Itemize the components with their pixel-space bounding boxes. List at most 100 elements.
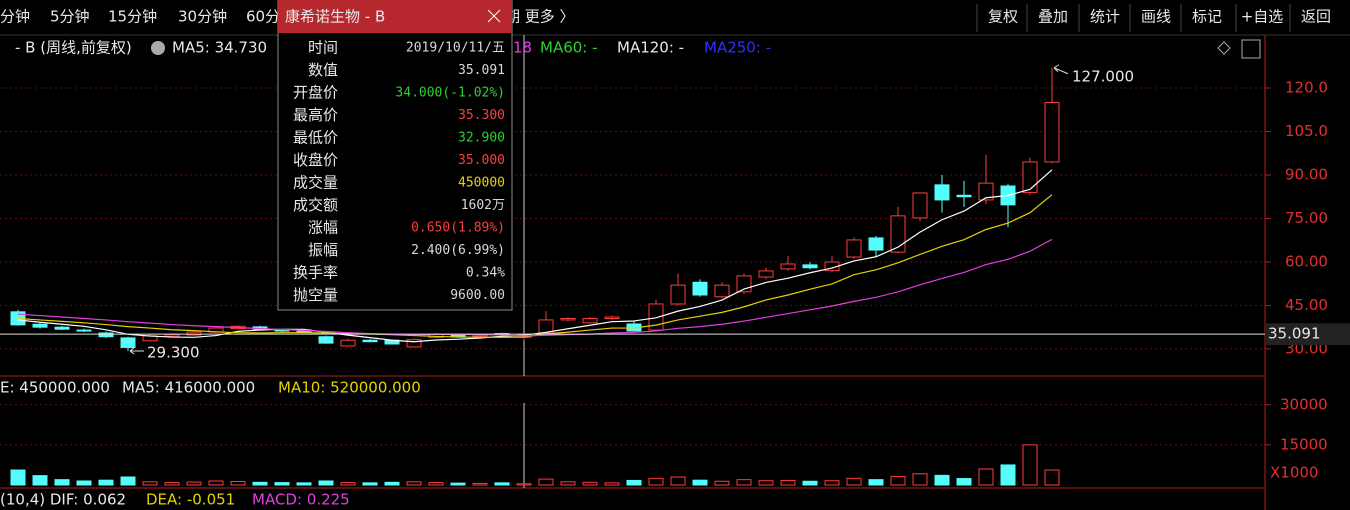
- period-tab[interactable]: 30分钟: [178, 8, 227, 26]
- tooltip-value: 35.300: [458, 108, 505, 123]
- candle-body: [54, 326, 70, 330]
- tooltip-label: 最高价: [293, 106, 338, 124]
- volume-bar: [296, 482, 312, 486]
- volume-bar: [560, 481, 576, 486]
- tooltip-header: [278, 0, 512, 33]
- settings-icon[interactable]: [151, 41, 165, 55]
- volume-bar: [912, 473, 928, 486]
- candle-body: [406, 339, 422, 348]
- volume-bar: [318, 480, 334, 486]
- volume-bar: [274, 482, 290, 486]
- tooltip-value: 0.650(1.89%): [411, 221, 505, 236]
- candle-body: [1044, 102, 1060, 163]
- max-arrow: [1053, 64, 1069, 75]
- volume-legend: E: 450000.000: [0, 379, 110, 397]
- legend-ma5: MA5: 34.730: [172, 39, 267, 57]
- tooltip-label: 数值: [308, 61, 338, 79]
- candle-body: [582, 317, 598, 324]
- tooltip-label: 成交量: [293, 174, 338, 192]
- y-tick-label: 30000: [1280, 395, 1328, 413]
- volume-bar: [54, 479, 70, 486]
- ma-line: [17, 238, 1053, 337]
- tooltip-value: 1602万: [461, 198, 505, 213]
- volume-bar: [450, 482, 466, 486]
- tooltip-title: 康希诺生物 - B: [285, 8, 385, 26]
- volume-bar: [582, 481, 598, 486]
- volume-bar: [780, 479, 796, 486]
- volume-bar: [10, 469, 26, 486]
- tooltip-box: [277, 0, 513, 311]
- close-button[interactable]: [487, 9, 501, 23]
- candle-body: [76, 329, 92, 332]
- period-tab[interactable]: 5分钟: [50, 8, 90, 26]
- volume-bar: [626, 479, 642, 486]
- diamond-icon[interactable]: [1217, 41, 1231, 55]
- volume-bar: [758, 480, 774, 486]
- candle-body: [186, 331, 202, 336]
- tooltip-value: 0.34%: [466, 266, 505, 281]
- action-button[interactable]: +自选: [1241, 8, 1284, 26]
- price-tag: [1265, 323, 1350, 346]
- y-tick-label: 120.0: [1285, 79, 1328, 97]
- min-arrow: [129, 347, 144, 355]
- volume-bar: [32, 475, 48, 486]
- volume-bar: [406, 481, 422, 486]
- action-button[interactable]: 返回: [1301, 8, 1331, 26]
- action-button[interactable]: 复权: [988, 8, 1018, 26]
- tooltip-label: 成交额: [293, 196, 338, 214]
- volume-bar: [230, 481, 246, 486]
- volume-bar: [956, 478, 972, 486]
- candle-body: [714, 284, 730, 298]
- volume-bar: [670, 476, 686, 486]
- panel-icon[interactable]: [1241, 39, 1261, 59]
- y-tick-label: 15000: [1280, 435, 1328, 453]
- volume-bar: [1022, 444, 1038, 486]
- max-label: 127.000: [1072, 67, 1134, 85]
- tooltip-label: 抛空量: [293, 286, 338, 304]
- tooltip-label: 振幅: [308, 241, 338, 259]
- tooltip-value: 35.091: [458, 63, 505, 78]
- period-tab[interactable]: 60分: [246, 8, 280, 26]
- action-button[interactable]: 叠加: [1038, 8, 1068, 26]
- volume-ma5: MA5: 416000.000: [122, 379, 255, 397]
- volume-bar: [736, 479, 752, 486]
- volume-bar: [648, 477, 664, 486]
- candle-body: [32, 323, 48, 328]
- candle-body: [978, 182, 994, 201]
- tooltip-value: 2019/10/11/五: [406, 41, 505, 56]
- action-button[interactable]: 标记: [1192, 8, 1222, 26]
- volume-bar: [142, 481, 158, 486]
- tooltip-value: 35.000: [458, 153, 505, 168]
- legend-ma60: MA60: -: [540, 39, 598, 57]
- legend-ma250: MA250: -: [704, 39, 771, 57]
- period-tab[interactable]: 15分钟: [108, 8, 157, 26]
- volume-bar: [494, 482, 510, 486]
- period-more[interactable]: 期 更多 〉: [505, 8, 575, 26]
- action-button[interactable]: 统计: [1090, 8, 1120, 26]
- candle-body: [98, 332, 114, 338]
- volume-bar: [340, 482, 356, 486]
- min-label: 29.300: [147, 343, 200, 361]
- candle-body: [120, 337, 136, 348]
- candle-body: [1022, 161, 1038, 193]
- volume-bar: [1044, 469, 1060, 486]
- volume-bar: [802, 480, 818, 486]
- tooltip-label: 收盘价: [293, 151, 338, 169]
- candle-body: [912, 192, 928, 219]
- macd-value: MACD: 0.225: [252, 491, 350, 509]
- candle-body: [956, 194, 972, 198]
- candle-body: [868, 237, 884, 251]
- tooltip-label: 涨幅: [308, 219, 338, 237]
- candle-body: [10, 311, 26, 326]
- period-tab[interactable]: 分钟: [0, 8, 30, 26]
- y-tick-label: 60.00: [1285, 252, 1328, 270]
- volume-bar: [890, 475, 906, 486]
- volume-bar: [846, 477, 862, 486]
- candle-body: [560, 317, 576, 321]
- tooltip-label: 换手率: [293, 264, 338, 282]
- candle-body: [758, 270, 774, 278]
- action-button[interactable]: 画线: [1141, 8, 1171, 26]
- legend-ma120: MA120: -: [617, 39, 684, 57]
